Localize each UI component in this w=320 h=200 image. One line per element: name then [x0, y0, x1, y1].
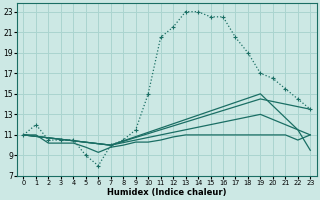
X-axis label: Humidex (Indice chaleur): Humidex (Indice chaleur)	[107, 188, 227, 197]
